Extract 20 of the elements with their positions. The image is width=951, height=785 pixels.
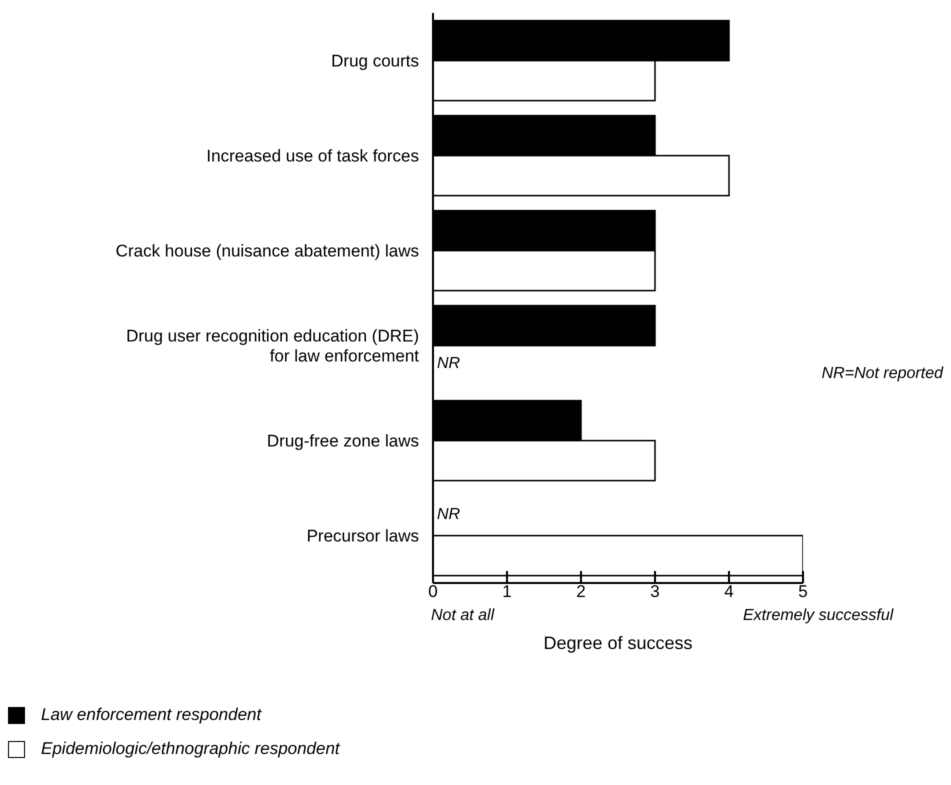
- y-tick-label: Drug-free zone laws: [266, 432, 419, 450]
- y-tick-label: Increased use of task forces: [206, 146, 419, 166]
- annotation: NR: [437, 506, 460, 524]
- legend-label: Law enforcement respondent: [41, 705, 262, 725]
- y-tick-label: Crack house (nuisance abatement) laws: [116, 242, 419, 260]
- x-axis-title: Degree of success: [542, 633, 694, 654]
- y-tick-label: Drug courts: [331, 52, 419, 70]
- legend-label: Epidemiologic/ethnographic respondent: [41, 739, 340, 759]
- y-tick-label: Drug user recognition education (DRE) for law enforcement: [126, 326, 420, 366]
- x-tick-label: 0: [428, 582, 438, 602]
- x-tick-label: 2: [576, 582, 586, 602]
- x-tick-label: 4: [724, 582, 734, 602]
- x-tick-label: 5: [798, 582, 808, 602]
- text: Extremely successful: [743, 607, 894, 625]
- text: NR=Not reported: [822, 364, 943, 382]
- x-tick-label: 1: [502, 582, 512, 602]
- annotation: NR: [437, 355, 460, 374]
- text: Not at all: [431, 607, 494, 625]
- x-tick-label: 3: [650, 582, 660, 602]
- y-tick-label: Precursor laws: [306, 526, 419, 546]
